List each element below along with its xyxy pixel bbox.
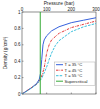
series-line: [22, 18, 96, 94]
series-group: [22, 12, 96, 94]
y-tick: [22, 61, 24, 62]
y-tick-label: 0: [18, 92, 21, 97]
x-tick: [46, 93, 47, 95]
series-line: [40, 12, 41, 94]
x-tick: [71, 93, 72, 95]
y-tick: [22, 28, 24, 29]
plot-frame: [22, 12, 96, 94]
y-tick: [22, 77, 24, 78]
y-tick-label: 0.4: [14, 59, 21, 64]
legend-label: Supercritical: [65, 79, 88, 84]
y-tick: [22, 12, 24, 13]
legend-swatch: [56, 70, 63, 71]
series-line: [22, 23, 96, 93]
legend-label: T = 55 °C: [65, 73, 83, 78]
y-tick-label: 1: [18, 10, 21, 15]
y-axis-label: Density (g/cm³): [3, 36, 8, 69]
legend-box: [55, 62, 96, 86]
series-line: [22, 21, 96, 94]
y-tick-label: 0.2: [14, 75, 21, 80]
x-tick: [96, 93, 97, 95]
legend-label: T = 35 °C: [65, 62, 83, 67]
y-tick-label: 0.6: [14, 42, 21, 47]
chart: 0 100 200 300 0 0.2 0.4 0.6 0.8 1 Pressure (bar) De…: [0, 0, 100, 109]
x-tick-label: 0: [21, 7, 24, 12]
y-tick: [22, 44, 24, 45]
legend-label: T = 45 °C: [65, 68, 83, 73]
x-tick-label: 300: [92, 7, 100, 12]
legend-swatch: [56, 64, 63, 65]
x-tick-label: 200: [68, 7, 76, 12]
y-tick-label: 0.8: [14, 26, 21, 31]
legend: T = 35 °CT = 45 °CT = 55 °CSupercritical: [55, 62, 96, 86]
legend-swatch: [56, 81, 63, 82]
legend-swatch: [56, 75, 63, 76]
x-tick-label: 100: [43, 7, 51, 12]
x-axis-label: Pressure (bar): [44, 1, 75, 6]
